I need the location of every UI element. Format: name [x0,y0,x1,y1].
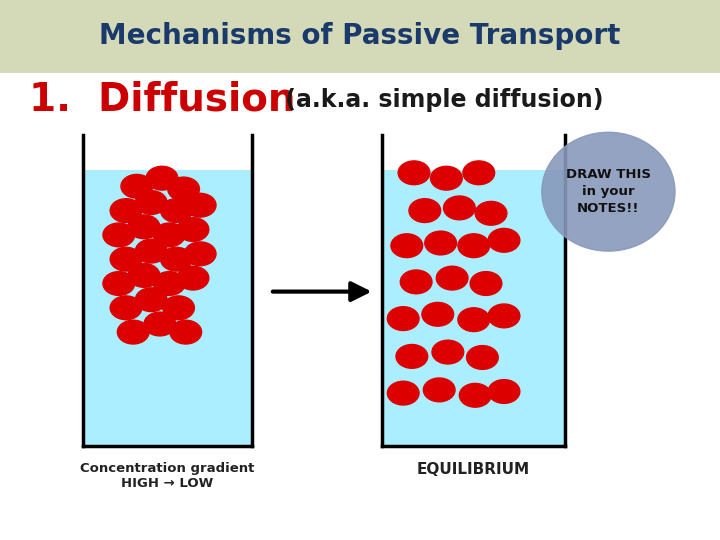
Circle shape [110,296,142,320]
Text: (a.k.a. simple diffusion): (a.k.a. simple diffusion) [277,88,603,112]
Circle shape [135,191,167,214]
Circle shape [467,346,498,369]
Circle shape [117,320,149,344]
Circle shape [103,223,135,247]
Circle shape [177,218,209,241]
Circle shape [396,345,428,368]
Circle shape [184,242,216,266]
Circle shape [170,320,202,344]
Circle shape [387,381,419,405]
Bar [83,135,252,446]
Circle shape [444,196,475,220]
Circle shape [400,270,432,294]
Circle shape [398,161,430,185]
Circle shape [391,234,423,258]
Circle shape [128,264,160,287]
Circle shape [161,199,192,222]
Circle shape [184,193,216,217]
Circle shape [153,223,185,247]
Circle shape [168,177,199,201]
Circle shape [422,302,454,326]
Circle shape [470,272,502,295]
Circle shape [425,231,456,255]
Text: Mechanisms of Passive Transport: Mechanisms of Passive Transport [99,23,621,50]
Text: EQUILIBRIUM: EQUILIBRIUM [417,462,530,477]
Circle shape [153,272,185,295]
Text: Concentration gradient
HIGH → LOW: Concentration gradient HIGH → LOW [80,462,255,490]
Bar [382,135,565,170]
Circle shape [103,272,135,295]
Circle shape [431,166,462,190]
Circle shape [135,239,167,263]
Circle shape [161,247,192,271]
Circle shape [387,307,419,330]
Bar [83,135,252,170]
Circle shape [135,288,167,312]
Circle shape [488,304,520,328]
Circle shape [423,378,455,402]
Circle shape [432,340,464,364]
Circle shape [163,296,194,320]
Circle shape [146,166,178,190]
Circle shape [436,266,468,290]
Circle shape [458,234,490,258]
Circle shape [458,308,490,332]
Circle shape [144,312,176,336]
Circle shape [409,199,441,222]
Circle shape [488,380,520,403]
Bar [382,135,565,446]
Bar [0,0,720,73]
Circle shape [128,215,160,239]
Circle shape [475,201,507,225]
Circle shape [488,228,520,252]
Text: DRAW THIS
in your
NOTES!!: DRAW THIS in your NOTES!! [566,168,651,215]
Circle shape [463,161,495,185]
Circle shape [110,247,142,271]
Circle shape [177,266,209,290]
Ellipse shape [541,132,675,251]
Text: 1.  Diffusion: 1. Diffusion [29,81,295,119]
Circle shape [121,174,153,198]
Circle shape [110,199,142,222]
Circle shape [459,383,491,407]
